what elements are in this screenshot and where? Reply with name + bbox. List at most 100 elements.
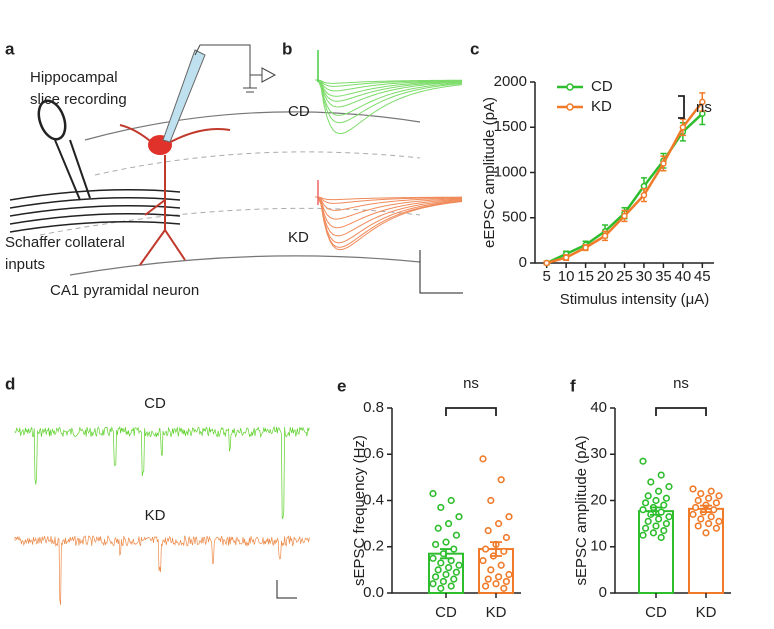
- trace: [315, 79, 463, 102]
- trace-label: KD: [145, 507, 166, 524]
- data-point: [432, 540, 440, 549]
- y-tick-label: 0.0: [363, 584, 384, 601]
- data-point: [502, 577, 511, 586]
- point: [679, 124, 687, 131]
- scale-bar: [276, 580, 297, 599]
- y-tick-label: 30: [590, 445, 607, 462]
- data-point: [665, 483, 673, 491]
- point: [660, 160, 667, 167]
- data-point: [479, 557, 487, 565]
- data-point: [495, 520, 503, 528]
- data-point: [497, 561, 505, 569]
- data-point: [505, 513, 513, 521]
- neuron-dendrites: [119, 124, 231, 266]
- amplifier: [194, 44, 277, 93]
- data-point: [492, 580, 500, 588]
- y-axis-label: sEPSC frequency (Hz): [351, 435, 368, 586]
- y-tick-label: 10: [590, 538, 607, 555]
- trace: [315, 196, 463, 237]
- trace: [14, 425, 310, 520]
- data-point: [497, 476, 505, 484]
- data-point: [660, 526, 668, 535]
- panel-label: a: [5, 39, 15, 58]
- trace: [315, 79, 463, 108]
- data-point: [487, 566, 495, 574]
- data-point: [689, 485, 697, 493]
- data-point: [479, 455, 487, 463]
- fibers: [9, 189, 181, 233]
- data-point: [639, 531, 647, 539]
- point: [562, 254, 570, 261]
- y-axis-label: sEPSC amplitude (pA): [573, 435, 590, 585]
- trace: [315, 79, 463, 135]
- data-point: [429, 489, 437, 498]
- data-point: [652, 496, 660, 505]
- electrode-loop: [37, 99, 67, 141]
- data-point: [487, 496, 495, 505]
- bracket: [445, 407, 497, 416]
- x-axis-label: Stimulus intensity (μA): [560, 291, 710, 308]
- data-point: [482, 545, 490, 553]
- data-point: [647, 478, 655, 486]
- panel-label: d: [5, 374, 15, 393]
- data-point: [445, 563, 453, 572]
- data-point: [657, 533, 665, 542]
- data-point: [654, 515, 663, 523]
- error-bar: [490, 541, 502, 557]
- data-point: [649, 529, 658, 537]
- slice-edge: [84, 111, 421, 141]
- error-bar: [700, 504, 712, 513]
- diagram-label: slice recording: [30, 91, 127, 108]
- data-point: [715, 492, 723, 500]
- trace-label: CD: [144, 395, 166, 412]
- y-tick-label: 500: [502, 209, 527, 226]
- data-point: [641, 524, 650, 532]
- y-tick-label: 2000: [494, 73, 527, 90]
- data-point: [442, 570, 450, 579]
- data-point: [694, 496, 702, 505]
- y-tick-label: 0.8: [363, 399, 384, 416]
- data-point: [500, 584, 508, 592]
- data-point: [434, 524, 442, 532]
- panel-label: e: [337, 376, 346, 395]
- y-axis-label: eEPSC amplitude (pA): [481, 97, 498, 248]
- data-point: [654, 487, 663, 495]
- data-point: [452, 568, 461, 576]
- data-point: [697, 489, 705, 498]
- annotation: ns: [463, 375, 479, 392]
- data-point: [445, 520, 453, 528]
- data-point: [644, 517, 652, 525]
- data-point: [702, 529, 710, 537]
- scale-bar: [419, 250, 463, 294]
- y-tick-label: 20: [590, 491, 607, 508]
- data-point: [439, 577, 448, 586]
- x-tick-label: 20: [597, 268, 614, 285]
- data-point: [500, 547, 508, 555]
- trace: [14, 535, 310, 606]
- y-tick-label: 0.6: [363, 445, 384, 462]
- data-point: [432, 573, 440, 581]
- data-point: [712, 499, 721, 507]
- data-point: [707, 513, 715, 521]
- x-tick-label: 35: [655, 268, 672, 285]
- trace: [315, 196, 463, 204]
- y-tick-label: 0.4: [363, 491, 384, 508]
- data-point: [660, 501, 668, 509]
- trace: [315, 196, 463, 229]
- data-point: [641, 499, 650, 507]
- data-point: [662, 520, 671, 528]
- y-tick-label: 1000: [494, 163, 527, 180]
- line: [546, 101, 704, 265]
- data-point: [455, 513, 463, 521]
- panel-label: c: [470, 39, 479, 58]
- slice-edge: [69, 255, 421, 276]
- diagram-label: Schaffer collateral: [5, 234, 125, 251]
- data-point: [429, 554, 437, 562]
- y-tick-label: 40: [590, 399, 607, 416]
- panel-label: f: [570, 376, 576, 395]
- diagram-label: Hippocampal: [30, 69, 118, 86]
- error-bar: [650, 506, 662, 516]
- trace: [315, 79, 463, 124]
- data-point: [484, 526, 492, 535]
